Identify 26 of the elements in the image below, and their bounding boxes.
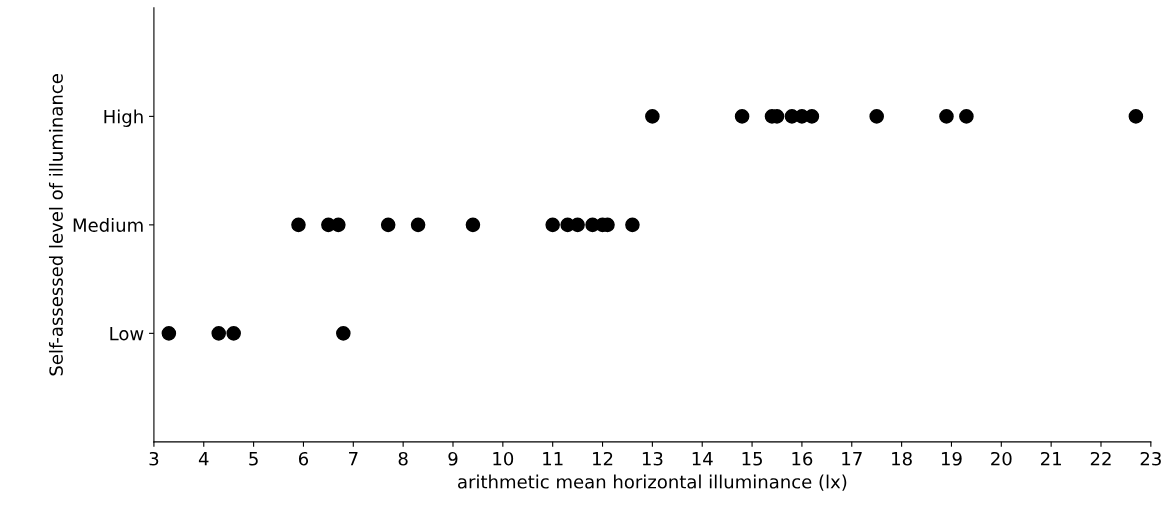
x-tick-label: 3: [149, 451, 159, 466]
x-tick-label: 7: [349, 452, 358, 466]
x-tick-label: 5: [249, 452, 258, 466]
x-tick-label: 15: [742, 452, 762, 466]
x-tick-label: 12: [593, 451, 613, 466]
x-tick-label: 8: [398, 451, 408, 466]
y-tick-label: Medium: [73, 218, 143, 232]
x-tick-label: 4: [198, 452, 209, 466]
x-tick-label: 16: [792, 451, 813, 466]
y-tick-label: Low: [110, 327, 144, 341]
x-tick-label: 19: [941, 451, 962, 466]
x-tick-label: 10: [493, 451, 514, 466]
x-tick-label: 13: [642, 451, 663, 466]
x-tick-label: 11: [543, 452, 563, 466]
x-tick-label: 17: [842, 452, 862, 466]
x-tick-label: 18: [892, 451, 912, 466]
x-tick-label: 22: [1090, 451, 1111, 466]
x-tick-label: 14: [692, 452, 713, 466]
x-axis-title: arithmetic mean horizontal illuminance (lx): [458, 474, 847, 491]
y-axis-title: Self-assessed level of illuminance: [48, 74, 63, 376]
x-tick-label: 21: [1040, 451, 1061, 466]
x-tick-label: 9: [448, 451, 458, 466]
x-tick-label: 6: [298, 451, 309, 466]
x-tick-label: 23: [1140, 451, 1161, 466]
x-tick-label: 20: [991, 451, 1012, 466]
y-tick-label: High: [104, 109, 143, 127]
